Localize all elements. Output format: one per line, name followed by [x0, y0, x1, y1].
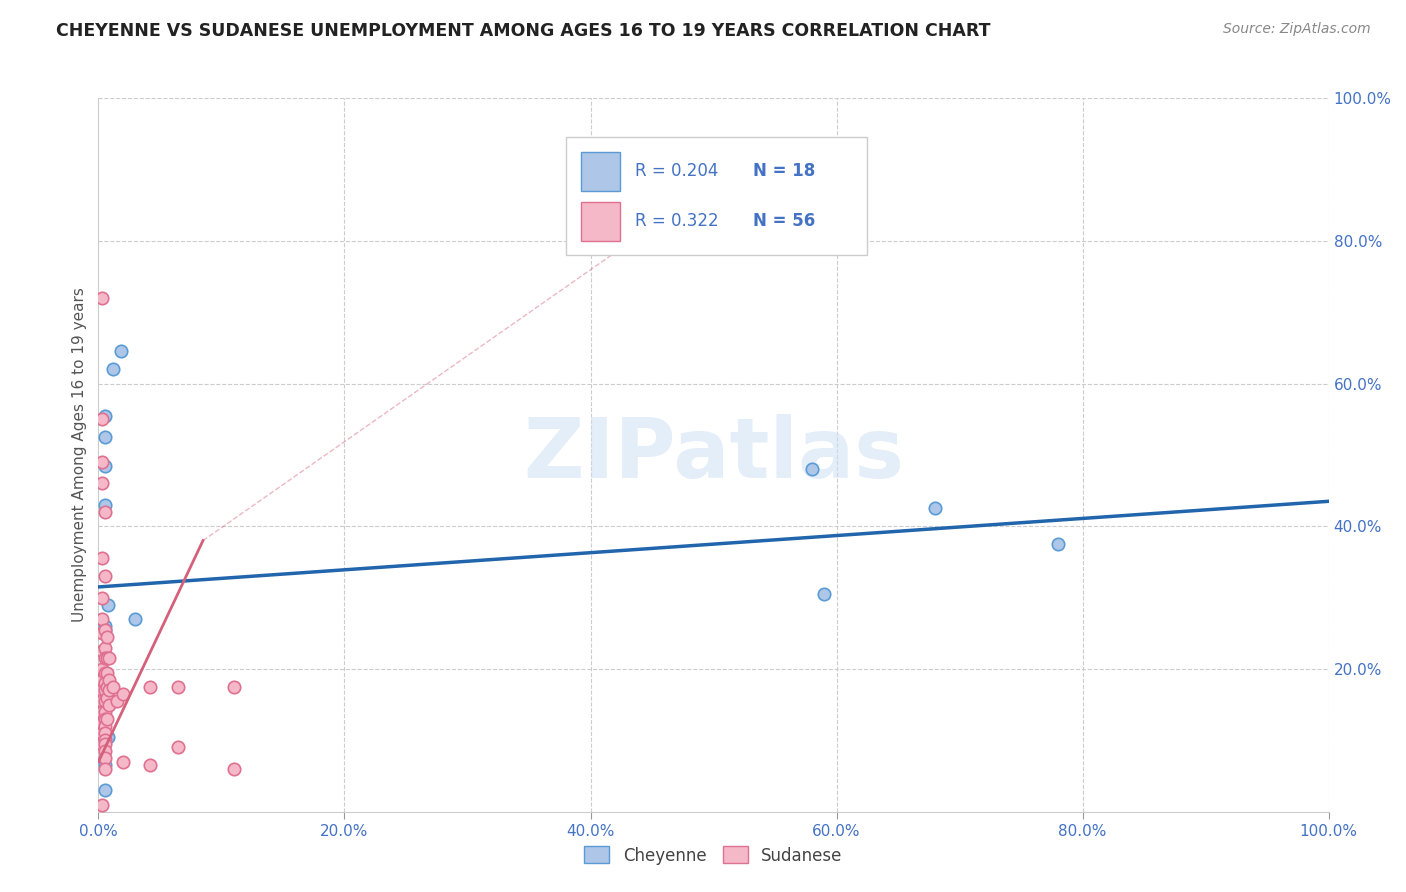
Point	[93, 694, 115, 708]
Point	[91, 662, 114, 676]
Point	[93, 623, 115, 637]
Point	[96, 680, 118, 694]
Legend: Cheyenne, Sudanese: Cheyenne, Sudanese	[578, 839, 849, 871]
Point	[93, 758, 115, 772]
Point	[112, 687, 135, 701]
Point	[98, 651, 121, 665]
Point	[91, 291, 114, 305]
Point	[93, 712, 115, 726]
Point	[93, 726, 115, 740]
Y-axis label: Unemployment Among Ages 16 to 19 years: Unemployment Among Ages 16 to 19 years	[72, 287, 87, 623]
Point	[97, 730, 120, 744]
Point	[96, 651, 118, 665]
Point	[91, 551, 114, 566]
Point	[91, 683, 114, 698]
Point	[96, 690, 118, 705]
Point	[93, 683, 115, 698]
Point	[93, 705, 115, 719]
Point	[813, 587, 835, 601]
Point	[93, 640, 115, 655]
Point	[96, 712, 118, 726]
Point	[93, 430, 115, 444]
Point	[91, 694, 114, 708]
Point	[98, 673, 121, 687]
Text: R = 0.322: R = 0.322	[636, 212, 718, 230]
Point	[139, 758, 162, 772]
Point	[97, 598, 120, 612]
Point	[91, 705, 114, 719]
Point	[100, 694, 122, 708]
Point	[93, 651, 115, 665]
FancyBboxPatch shape	[581, 202, 620, 241]
Point	[139, 680, 162, 694]
Point	[93, 676, 115, 690]
Point	[93, 409, 115, 423]
Point	[222, 680, 245, 694]
Point	[91, 626, 114, 640]
Point	[96, 630, 118, 644]
Point	[93, 619, 115, 633]
Point	[93, 569, 115, 583]
Point	[924, 501, 946, 516]
Point	[1046, 537, 1070, 551]
Point	[91, 455, 114, 469]
Point	[93, 751, 115, 765]
Point	[93, 498, 115, 512]
Point	[110, 344, 132, 359]
Point	[96, 665, 118, 680]
Point	[801, 462, 824, 476]
Point	[112, 755, 135, 769]
Point	[91, 726, 114, 740]
Point	[91, 797, 114, 812]
Point	[167, 740, 190, 755]
Text: R = 0.204: R = 0.204	[636, 162, 718, 180]
Point	[91, 644, 114, 658]
Point	[105, 694, 128, 708]
FancyBboxPatch shape	[567, 137, 868, 255]
Point	[91, 591, 114, 605]
Point	[93, 665, 115, 680]
Point	[93, 783, 115, 797]
Point	[93, 737, 115, 751]
Text: ZIPatlas: ZIPatlas	[523, 415, 904, 495]
Text: N = 56: N = 56	[752, 212, 815, 230]
Text: N = 18: N = 18	[752, 162, 815, 180]
Point	[93, 458, 115, 473]
Point	[93, 719, 115, 733]
Point	[124, 612, 146, 626]
Point	[103, 362, 125, 376]
Point	[91, 476, 114, 491]
Point	[93, 505, 115, 519]
Point	[91, 715, 114, 730]
Point	[167, 680, 190, 694]
FancyBboxPatch shape	[581, 152, 620, 191]
Point	[98, 698, 121, 712]
Text: Source: ZipAtlas.com: Source: ZipAtlas.com	[1223, 22, 1371, 37]
Point	[91, 412, 114, 426]
Point	[98, 683, 121, 698]
Point	[93, 762, 115, 776]
Point	[103, 680, 125, 694]
Point	[91, 673, 114, 687]
Point	[93, 623, 115, 637]
Text: CHEYENNE VS SUDANESE UNEMPLOYMENT AMONG AGES 16 TO 19 YEARS CORRELATION CHART: CHEYENNE VS SUDANESE UNEMPLOYMENT AMONG …	[56, 22, 991, 40]
Point	[91, 737, 114, 751]
Point	[93, 733, 115, 747]
Point	[222, 762, 245, 776]
Point	[91, 612, 114, 626]
Point	[93, 744, 115, 758]
